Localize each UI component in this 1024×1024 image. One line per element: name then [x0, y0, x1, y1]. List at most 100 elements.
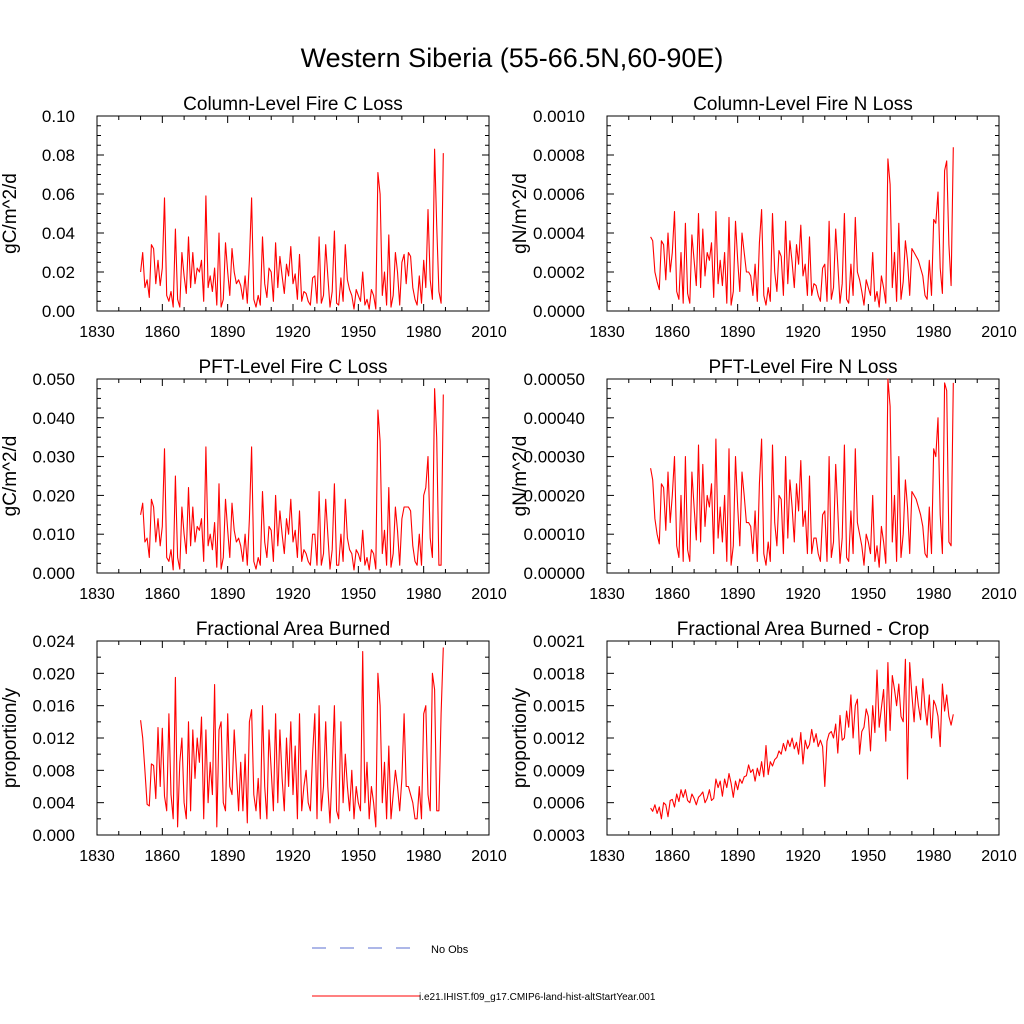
series-line — [140, 388, 444, 571]
x-tick-label: 1890 — [720, 586, 756, 603]
x-tick-label: 1980 — [916, 848, 952, 865]
y-tick-label: 0.008 — [32, 761, 75, 780]
x-tick-label: 1830 — [79, 586, 115, 603]
y-tick-label: 0.00040 — [524, 409, 585, 428]
x-tick-label: 1950 — [341, 586, 377, 603]
panel-title: PFT-Level Fire N Loss — [709, 357, 898, 378]
y-tick-label: 0.000 — [32, 564, 75, 583]
y-tick-label: 0.00020 — [524, 486, 585, 505]
x-tick-label: 2010 — [981, 324, 1017, 341]
plot-frame — [96, 378, 490, 574]
panel-title: Column-Level Fire N Loss — [693, 94, 913, 115]
y-tick-label: 0.012 — [32, 729, 75, 748]
panel-4: PFT-Level Fire N Loss gN/m^2/d 1830 1860 189… — [510, 357, 1017, 603]
x-tick-label: 1860 — [655, 848, 691, 865]
panel-1: Column-Level Fire C Loss gC/m^2/d 1830 1860… — [0, 94, 507, 341]
x-tick-label: 2010 — [981, 586, 1017, 603]
x-tick-label: 1920 — [785, 324, 821, 341]
y-tick-label: 0.10 — [42, 107, 75, 126]
series-line — [650, 378, 954, 568]
x-tick-label: 2010 — [471, 586, 507, 603]
series-line — [140, 647, 444, 828]
x-tick-label: 2010 — [981, 848, 1017, 865]
y-tick-label: 0.0002 — [533, 263, 585, 282]
x-tick-label: 1890 — [210, 324, 246, 341]
panel-3: PFT-Level Fire C Loss gC/m^2/d 1830 1860 189… — [0, 357, 507, 603]
legend-label-no-obs: No Obs — [431, 944, 469, 956]
y-tick-label: 0.020 — [32, 664, 75, 683]
x-tick-label: 1980 — [406, 848, 442, 865]
y-tick-label: 0.0010 — [533, 107, 585, 126]
x-tick-label: 1950 — [341, 848, 377, 865]
x-tick-label: 1920 — [275, 324, 311, 341]
y-tick-label: 0.0009 — [533, 761, 585, 780]
x-tick-label: 2010 — [471, 848, 507, 865]
x-tick-label: 1920 — [785, 586, 821, 603]
y-tick-label: 0.0008 — [533, 146, 585, 165]
legend-entry-model: i.e21.IHIST.f09_g17.CMIP6-land-hist-altS… — [312, 992, 656, 1003]
plot-frame — [606, 378, 1000, 574]
series-line — [140, 148, 444, 310]
y-tick-label: 0.0015 — [533, 697, 585, 716]
panels: Column-Level Fire C Loss gC/m^2/d 1830 1860… — [0, 94, 1017, 865]
y-tick-label: 0.04 — [42, 224, 75, 243]
x-tick-label: 1950 — [851, 848, 887, 865]
x-tick-label: 1980 — [916, 324, 952, 341]
y-tick-label: 0.08 — [42, 146, 75, 165]
y-tick-label: 0.06 — [42, 185, 75, 204]
x-tick-label: 1890 — [720, 324, 756, 341]
y-tick-label: 0.00 — [42, 302, 75, 321]
x-tick-label: 1980 — [916, 586, 952, 603]
x-tick-label: 1890 — [720, 848, 756, 865]
y-tick-label: 0.0006 — [533, 185, 585, 204]
x-tick-label: 1950 — [851, 586, 887, 603]
y-axis-label: gN/m^2/d — [510, 173, 531, 254]
series-line — [650, 147, 954, 308]
panel-6: Fractional Area Burned - Crop proportion/… — [510, 619, 1017, 865]
y-tick-label: 0.024 — [32, 632, 75, 651]
x-tick-label: 1860 — [655, 324, 691, 341]
panel-title: Fractional Area Burned - Crop — [677, 619, 929, 640]
x-tick-label: 1980 — [406, 586, 442, 603]
x-tick-label: 1890 — [210, 848, 246, 865]
y-axis-label: gN/m^2/d — [510, 436, 531, 517]
y-tick-label: 0.02 — [42, 263, 75, 282]
figure-title: Western Siberia (55-66.5N,60-90E) — [301, 43, 724, 73]
y-tick-label: 0.016 — [32, 697, 75, 716]
y-tick-label: 0.00000 — [524, 564, 585, 583]
x-tick-label: 1920 — [275, 848, 311, 865]
panel-title: PFT-Level Fire C Loss — [199, 357, 388, 378]
panel-2: Column-Level Fire N Loss gN/m^2/d 1830 1860… — [510, 94, 1017, 341]
legend: No Obs i.e21.IHIST.f09_g17.CMIP6-land-hi… — [312, 944, 656, 1003]
y-tick-label: 0.030 — [32, 448, 75, 467]
y-tick-label: 0.020 — [32, 486, 75, 505]
y-tick-label: 0.00050 — [524, 370, 585, 389]
y-tick-label: 0.00030 — [524, 448, 585, 467]
x-tick-label: 1830 — [589, 586, 625, 603]
legend-entry-no-obs: No Obs — [312, 944, 469, 956]
y-tick-label: 0.0004 — [533, 224, 585, 243]
x-tick-label: 1860 — [145, 848, 181, 865]
x-tick-label: 1890 — [210, 586, 246, 603]
x-tick-label: 1830 — [589, 848, 625, 865]
y-tick-label: 0.004 — [32, 794, 75, 813]
x-tick-label: 1830 — [79, 848, 115, 865]
x-tick-label: 1830 — [79, 324, 115, 341]
x-tick-label: 1980 — [406, 324, 442, 341]
legend-label-model: i.e21.IHIST.f09_g17.CMIP6-land-hist-altS… — [419, 992, 656, 1003]
y-axis-label: proportion/y — [0, 687, 21, 788]
y-tick-label: 0.050 — [32, 370, 75, 389]
x-tick-label: 1860 — [145, 324, 181, 341]
y-axis-label: gC/m^2/d — [0, 436, 21, 517]
x-tick-label: 1950 — [341, 324, 377, 341]
y-tick-label: 0.0006 — [533, 794, 585, 813]
y-tick-label: 0.010 — [32, 525, 75, 544]
x-tick-label: 1860 — [655, 586, 691, 603]
y-tick-label: 0.00010 — [524, 525, 585, 544]
x-tick-label: 1860 — [145, 586, 181, 603]
y-tick-label: 0.040 — [32, 409, 75, 428]
y-tick-label: 0.0003 — [533, 826, 585, 845]
y-axis-label: proportion/y — [510, 687, 531, 788]
y-tick-label: 0.0021 — [533, 632, 585, 651]
panel-title: Fractional Area Burned — [196, 619, 390, 640]
